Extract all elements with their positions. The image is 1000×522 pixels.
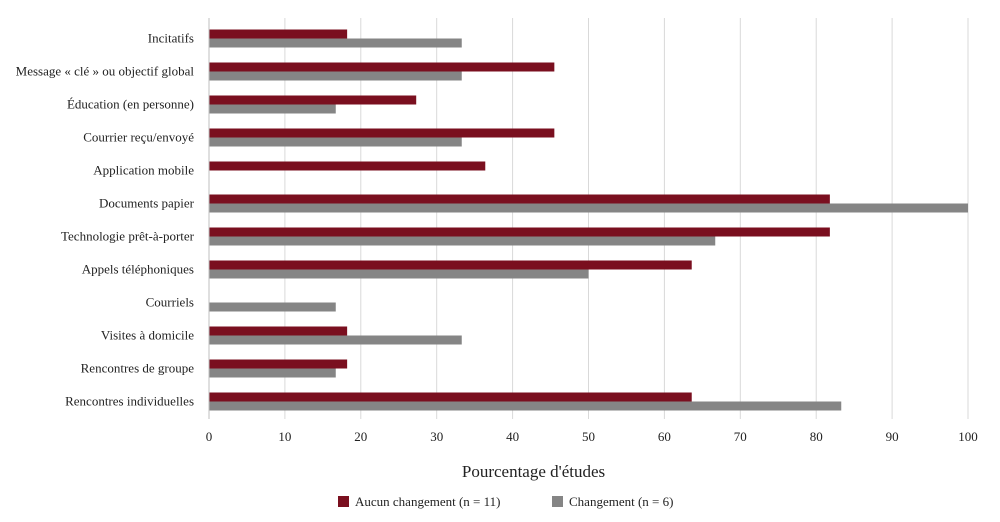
category-label: Courrier reçu/envoyé [83,130,194,145]
bar-changement-2 [209,104,336,114]
category-label: Technologie prêt-à-porter [61,229,195,244]
bar-changement-5 [209,203,968,213]
bar-aucun-changement-10 [209,359,348,369]
bar-changement-0 [209,38,462,48]
bar-aucun-changement-6 [209,227,830,237]
bar-aucun-changement-2 [209,95,417,105]
x-tick-label: 60 [658,429,671,444]
bar-changement-1 [209,71,462,81]
category-label: Courriels [146,295,194,310]
bar-changement-9 [209,335,462,345]
bar-aucun-changement-4 [209,161,486,171]
x-tick-label: 30 [430,429,443,444]
x-tick-label: 80 [810,429,823,444]
x-tick-label: 10 [278,429,291,444]
category-label: Application mobile [93,163,194,178]
x-tick-label: 70 [734,429,747,444]
bar-changement-7 [209,269,589,279]
category-labels: Incitatifs Message « clé » ou objectif gl… [16,31,195,409]
bar-changement-10 [209,368,336,378]
category-label: Documents papier [99,196,195,211]
bar-aucun-changement-1 [209,62,555,72]
bars [209,29,968,411]
legend-swatch-changement [552,496,563,507]
legend-label-changement: Changement (n = 6) [569,494,673,509]
category-label: Rencontres de groupe [81,361,195,376]
category-label: Incitatifs [148,31,194,46]
category-label: Éducation (en personne) [67,97,194,112]
x-tick-label: 40 [506,429,519,444]
bar-aucun-changement-3 [209,128,555,138]
bar-aucun-changement-5 [209,194,830,204]
bar-aucun-changement-11 [209,392,692,402]
bar-changement-3 [209,137,462,147]
bar-changement-8 [209,302,336,312]
x-axis-title: Pourcentage d'études [462,462,605,481]
x-tick-label: 0 [206,429,213,444]
category-label: Rencontres individuelles [65,394,194,409]
x-tick-label: 100 [958,429,978,444]
x-tick-label: 90 [886,429,899,444]
bar-aucun-changement-9 [209,326,348,336]
category-label: Message « clé » ou objectif global [16,64,195,79]
bar-aucun-changement-7 [209,260,692,270]
x-tick-label: 20 [354,429,367,444]
x-tick-label: 50 [582,429,595,444]
legend-label-aucun-changement: Aucun changement (n = 11) [355,494,500,509]
category-label: Visites à domicile [101,328,194,343]
grid-lines [284,18,969,419]
bar-changement-6 [209,236,716,246]
bar-changement-11 [209,401,842,411]
legend-swatch-aucun-changement [338,496,349,507]
legend: Aucun changement (n = 11) Changement (n =… [338,494,673,509]
tick-labels: 0 10 20 30 40 50 60 70 80 90 100 [206,429,978,444]
category-label: Appels téléphoniques [82,262,194,277]
bar-aucun-changement-0 [209,29,348,39]
